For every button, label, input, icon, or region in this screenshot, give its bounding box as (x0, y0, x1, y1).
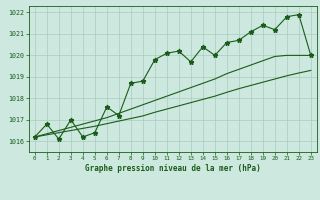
X-axis label: Graphe pression niveau de la mer (hPa): Graphe pression niveau de la mer (hPa) (85, 164, 261, 173)
